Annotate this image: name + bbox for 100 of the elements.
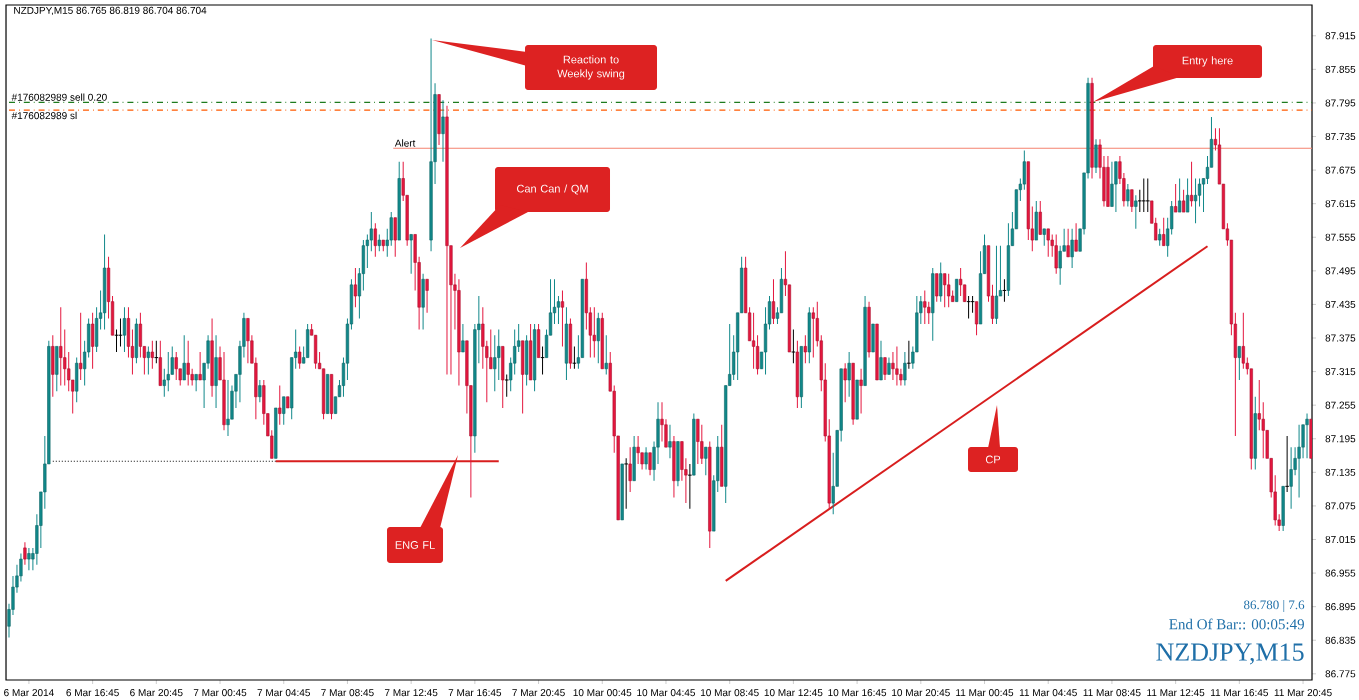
y-tick-label: 87.135	[1325, 468, 1356, 476]
x-tick-label: 6 Mar 2014	[4, 689, 54, 697]
candlestick	[751, 312, 756, 370]
candlestick	[935, 273, 939, 303]
annotation: 86.780 | 7.6	[1244, 600, 1305, 612]
candlestick	[895, 345, 899, 387]
candlestick	[636, 435, 640, 465]
candlestick	[504, 373, 510, 398]
x-tick-label: 10 Mar 08:45	[700, 689, 759, 697]
ref-line-label: Alert	[394, 139, 416, 147]
y-tick-label: 86.895	[1325, 603, 1356, 611]
candlestick	[596, 312, 600, 364]
candlestick	[1114, 161, 1118, 213]
candlestick	[1134, 194, 1138, 230]
y-tick-label: 87.075	[1325, 502, 1356, 510]
candlestick	[1174, 183, 1178, 213]
annotation: End Of Bar:: 00:05:49	[1169, 618, 1304, 630]
annotation: CP	[985, 455, 1001, 464]
x-tick-label: 7 Mar 04:45	[257, 689, 310, 697]
candlestick	[1181, 189, 1186, 213]
candlestick	[943, 273, 947, 308]
candlestick	[604, 334, 608, 375]
candlestick	[592, 306, 596, 359]
candlestick	[246, 317, 250, 364]
y-tick-label: 87.555	[1325, 233, 1356, 241]
candlestick	[623, 457, 629, 510]
candlestick	[1241, 312, 1245, 370]
candlestick	[186, 340, 190, 387]
x-tick-label: 7 Mar 00:45	[193, 689, 247, 697]
candlestick	[67, 351, 71, 392]
candlestick	[648, 452, 652, 476]
y-tick-label: 87.195	[1325, 435, 1356, 443]
x-tick-label: 10 Mar 00:45	[573, 689, 632, 697]
candlestick	[441, 99, 445, 163]
candlestick	[63, 329, 67, 387]
y-tick-label: 87.435	[1325, 300, 1356, 308]
candlestick	[1070, 228, 1074, 269]
x-tick-label: 10 Mar 12:45	[764, 689, 823, 697]
candlestick	[162, 368, 166, 398]
candlestick	[489, 329, 493, 370]
candlestick	[1257, 379, 1261, 431]
x-tick-label: 7 Mar 16:45	[448, 689, 502, 697]
x-tick-label: 11 Mar 04:45	[1019, 689, 1077, 697]
candlestick	[1305, 413, 1309, 459]
candlestick	[353, 267, 358, 308]
candlestick	[278, 385, 282, 426]
candlestick	[903, 351, 907, 387]
annotation: Can Can / QM	[517, 184, 588, 195]
candlestick	[182, 334, 186, 381]
candlestick	[1284, 435, 1290, 493]
candlestick	[1094, 138, 1098, 174]
x-tick-label: 11 Mar 20:45	[1274, 689, 1332, 697]
y-tick-label: 87.495	[1325, 267, 1356, 275]
candlestick	[373, 222, 377, 258]
x-tick-label: 11 Mar 08:45	[1083, 689, 1141, 697]
candlestick	[1289, 446, 1293, 510]
candlestick	[282, 396, 286, 426]
x-tick-label: 10 Mar 16:45	[828, 689, 887, 697]
candlestick	[79, 312, 83, 381]
y-tick-label: 87.015	[1325, 535, 1356, 544]
x-tick-label: 7 Mar 08:45	[321, 689, 374, 697]
candlestick	[927, 301, 931, 325]
candlestick	[755, 334, 760, 375]
candlestick	[1046, 228, 1050, 258]
candlestick	[883, 357, 887, 381]
candlestick	[955, 278, 959, 303]
candlestick	[1038, 200, 1042, 235]
candlestick	[994, 245, 999, 325]
candlestick	[138, 312, 143, 359]
ref-line-label: #176082989 sell 0.20	[11, 93, 107, 101]
candlestick	[939, 261, 943, 303]
candlestick	[1130, 189, 1134, 213]
x-tick-label: 10 Mar 04:45	[637, 689, 696, 697]
candlestick	[27, 547, 31, 571]
candlestick	[1178, 177, 1182, 213]
x-tick-label: 7 Mar 12:45	[384, 689, 438, 697]
candlestick	[393, 217, 397, 258]
candlestick	[258, 379, 262, 403]
y-tick-label: 87.675	[1325, 166, 1356, 174]
candlestick	[91, 312, 95, 370]
annotation: NZDJPY,M15	[1156, 643, 1304, 665]
candlestick	[1054, 233, 1058, 275]
candlestick	[23, 541, 27, 566]
candlestick	[556, 295, 561, 325]
candlestick	[1297, 424, 1301, 499]
candlestick	[1145, 177, 1151, 213]
candlestick	[843, 362, 847, 403]
y-tick-label: 86.775	[1325, 670, 1356, 678]
y-tick-label: 87.795	[1325, 99, 1356, 107]
candlestick	[122, 306, 127, 353]
candlestick	[493, 334, 497, 392]
x-tick-label: 11 Mar 12:45	[1147, 689, 1205, 697]
x-tick-label: 6 Mar 16:45	[66, 689, 119, 697]
annotation: NZDJPY,M15 86.765 86.819 86.704 86.704	[14, 6, 207, 16]
candlestick	[1197, 177, 1202, 207]
candlestick	[628, 446, 632, 493]
candlestick	[947, 273, 951, 308]
candlestick	[461, 323, 465, 353]
candlestick	[879, 340, 883, 381]
candlestick	[687, 463, 693, 510]
